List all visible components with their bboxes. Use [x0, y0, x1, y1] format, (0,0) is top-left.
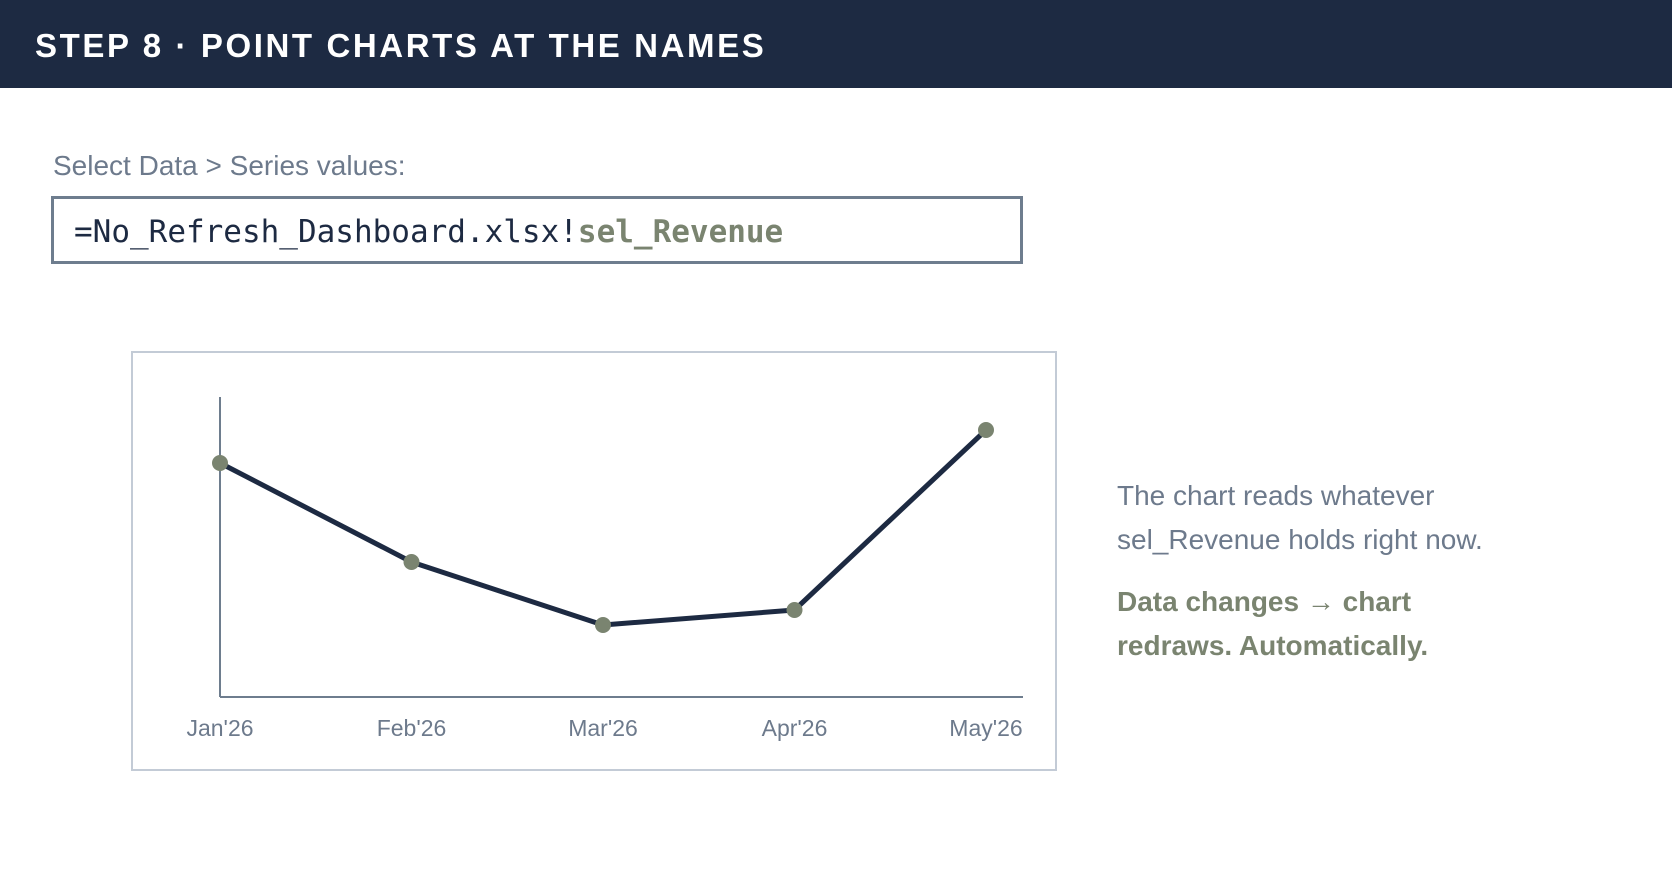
data-point-4 — [786, 602, 803, 618]
x-tick-label: May'26 — [949, 715, 1022, 741]
data-point-5 — [978, 422, 994, 438]
side-note: The chart reads whatever sel_Revenue hol… — [1117, 474, 1637, 562]
x-tick-label: Apr'26 — [762, 715, 828, 741]
revenue-series-line — [217, 427, 989, 628]
page-title: STEP 8 · POINT CHARTS AT THE NAMES — [35, 27, 767, 64]
series-formula: =No_Refresh_Dashboard.xlsx!sel_Revenue — [74, 214, 783, 250]
side-note-line-1: The chart reads whatever — [1117, 480, 1435, 511]
data-point-3 — [595, 617, 611, 633]
side-emphasis-line-2: redraws. Automatically. — [1117, 630, 1429, 661]
formula-workbook-ref: =No_Refresh_Dashboard.xlsx! — [74, 214, 578, 250]
data-point-2 — [403, 554, 420, 570]
x-tick-label: Jan'26 — [186, 715, 253, 741]
side-emphasis-line-1: Data changes → chart — [1117, 586, 1412, 617]
side-note-line-2: sel_Revenue holds right now. — [1117, 524, 1483, 555]
revenue-chart: Jan'26 Feb'26 Mar'26 Apr'26 May'26 — [131, 351, 1057, 771]
header-bar: STEP 8 · POINT CHARTS AT THE NAMES — [0, 0, 1672, 88]
series-values-input[interactable]: =No_Refresh_Dashboard.xlsx!sel_Revenue — [51, 196, 1023, 264]
side-emphasis: Data changes → chart redraws. Automatica… — [1117, 580, 1637, 668]
data-point-1 — [212, 455, 228, 471]
formula-range-name: sel_Revenue — [577, 214, 784, 250]
chart-canvas: Jan'26 Feb'26 Mar'26 Apr'26 May'26 — [186, 397, 1023, 741]
series-values-label: Select Data > Series values: — [53, 150, 406, 181]
x-tick-label: Mar'26 — [568, 715, 638, 741]
side-panel: The chart reads whatever sel_Revenue hol… — [1117, 474, 1637, 668]
x-tick-label: Feb'26 — [377, 715, 447, 741]
